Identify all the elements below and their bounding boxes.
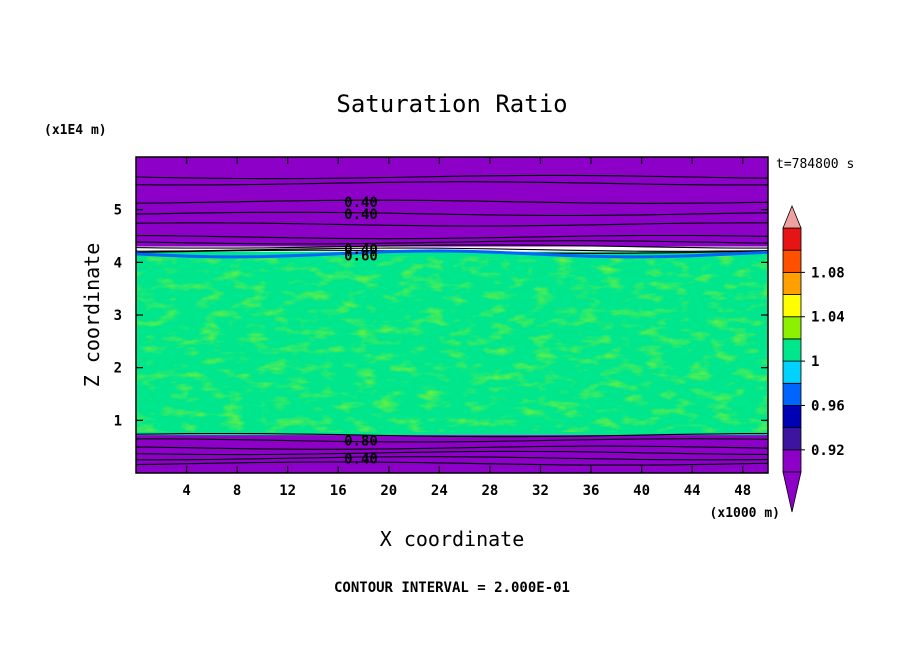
contour-lines [136,174,768,466]
colorbar-segment-10 [782,227,802,251]
colorbar-segment-7 [782,294,802,318]
colorbar-tick-label: 1 [811,354,819,370]
cloud-top-band [136,249,768,259]
colorbar-segment-6 [782,316,802,340]
contour-interval-footer: CONTOUR INTERVAL = 2.000E-01 [334,580,570,596]
colorbar-segment-8 [782,271,802,295]
colorbar-segment-2 [782,405,802,429]
contour-line-6 [136,240,768,245]
time-label: t=784800 s [776,157,854,172]
contour-line-12 [136,445,768,450]
colorbar-segment-5 [782,338,802,362]
y-tick-label: 2 [114,361,122,377]
colorbar-tick-label: 1.04 [811,310,845,326]
contour-label-1: 0.40 [344,207,378,223]
cloud-texture [136,256,768,432]
x-tick-label: 12 [279,483,296,499]
x-tick-label: 40 [633,483,650,499]
contour-line-11 [136,438,768,443]
x-unit-label: (x1000 m) [710,506,780,521]
x-tick-label: 28 [481,483,498,499]
contour-line-4 [136,222,768,227]
x-tick-label: 4 [182,483,190,499]
y-axis: 1 2 3 4 5 [114,203,768,429]
contour-label-3: 0.60 [344,248,378,264]
contour-line-14 [136,456,768,461]
contour-label-0: 0.40 [344,195,378,211]
x-tick-label: 32 [532,483,549,499]
contour-line-2 [136,199,768,204]
chart-title: Saturation Ratio [336,90,567,118]
contour-line-1 [136,181,768,186]
x-tick-label: 44 [684,483,701,499]
y-tick-label: 3 [114,308,122,324]
contour-line-0 [136,174,768,180]
x-tick-label: 20 [380,483,397,499]
colorbar-segment-9 [782,249,802,273]
x-axis: 4 8 12 16 20 24 28 32 36 40 44 48 [182,157,751,499]
contour-label-4: 0.80 [344,433,378,449]
y-axis-title: Z coordinate [80,243,104,388]
contour-line-3 [136,211,768,217]
colorbar-tick-label: 0.92 [811,443,845,459]
x-tick-label: 24 [431,483,448,499]
y-unit-label: (x1E4 m) [44,123,107,138]
y-tick-label: 1 [114,413,122,429]
x-tick-label: 8 [233,483,241,499]
x-axis-title: X coordinate [380,527,525,551]
colorbar-segment-4 [782,360,802,384]
contour-line-15 [136,461,768,466]
contour-line-5 [136,234,768,240]
x-tick-label: 36 [583,483,600,499]
contour-line-10 [136,432,768,438]
colorbar-tick-label: 0.96 [811,398,845,414]
contour-line-13 [136,450,768,456]
colorbar: 1.08 1.04 1 0.96 0.92 [782,204,845,513]
colorbar-segment-3 [782,382,802,406]
colorbar-segment-1 [782,427,802,451]
y-tick-label: 4 [114,255,122,271]
y-tick-label: 5 [114,203,122,219]
contour-labels: 0.400.400.400.600.800.40 [344,195,378,467]
colorbar-segment-0 [782,449,802,473]
colorbar-tick-label: 1.08 [811,265,845,281]
colorbar-over-arrow [782,204,802,229]
contour-line-7 [136,244,768,249]
contour-label-2: 0.40 [344,242,378,258]
x-tick-label: 48 [734,483,751,499]
plot-area: 0.400.400.400.600.800.40 [136,157,768,473]
colorbar-under-arrow [782,471,802,513]
contour-label-5: 0.40 [344,451,378,467]
x-tick-label: 16 [330,483,347,499]
